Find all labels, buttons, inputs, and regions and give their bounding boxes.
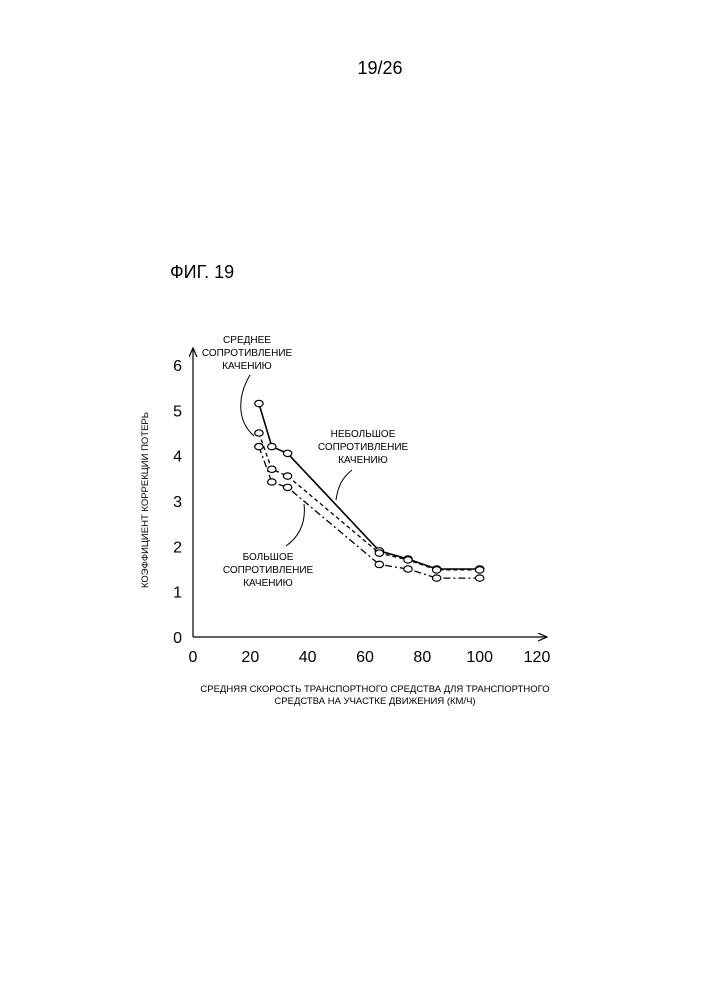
label-medium-line-1: СРЕДНЕЕ: [223, 335, 271, 346]
label-small-line-1: НЕБОЛЬШОЕ: [331, 429, 396, 440]
label-large-resistance: БОЛЬШОЕ СОПРОТИВЛЕНИЕ КАЧЕНИЮ: [223, 552, 314, 589]
x-tick-label: 20: [241, 649, 259, 666]
x-tick-label: 120: [524, 649, 551, 666]
label-large-line-1: БОЛЬШОЕ: [243, 552, 294, 563]
label-large-line-3: КАЧЕНИЮ: [243, 578, 293, 589]
data-point: [254, 442, 264, 451]
data-point: [431, 566, 442, 574]
leader-large: [285, 503, 305, 547]
data-point: [474, 566, 485, 574]
data-point: [403, 556, 413, 564]
data-point: [282, 472, 293, 480]
data-point: [267, 478, 277, 486]
label-medium-resistance: СРЕДНЕЕ СОПРОТИВЛЕНИЕ КАЧЕНИЮ: [202, 335, 293, 372]
data-point: [374, 549, 385, 557]
x-tick-label: 100: [466, 649, 493, 666]
data-point: [403, 565, 413, 573]
y-tick-label: 0: [173, 630, 182, 647]
data-point: [431, 574, 442, 582]
y-tick-label: 1: [173, 585, 182, 602]
data-point: [474, 574, 485, 582]
data-point: [282, 483, 293, 492]
page-number: 19/26: [357, 58, 403, 78]
series-points: [254, 399, 485, 582]
label-small-resistance: НЕБОЛЬШОЕ СОПРОТИВЛЕНИЕ КАЧЕНИЮ: [318, 429, 409, 466]
leader-small: [335, 469, 353, 501]
label-small-line-2: СОПРОТИВЛЕНИЕ: [318, 442, 409, 453]
data-point: [374, 560, 385, 569]
x-tick-label: 60: [356, 649, 374, 666]
data-point: [267, 442, 277, 451]
y-tick-label: 4: [173, 449, 182, 466]
leader-medium: [240, 374, 255, 437]
data-point: [282, 449, 293, 458]
label-medium-line-3: КАЧЕНИЮ: [222, 361, 272, 372]
x-axis-title-line-1: СРЕДНЯЯ СКОРОСТЬ ТРАНСПОРТНОГО СРЕДСТВА …: [200, 684, 549, 695]
data-point: [254, 399, 264, 408]
x-tick-label: 40: [299, 649, 317, 666]
label-large-line-2: СОПРОТИВЛЕНИЕ: [223, 565, 314, 576]
y-axis-title: КОЭФФИЦИЕНТ КОРРЕКЦИИ ПОТЕРЬ: [140, 412, 151, 588]
y-tick-label: 5: [173, 403, 182, 420]
y-tick-label: 6: [173, 358, 182, 375]
x-axis-title-line-2: СРЕДСТВА НА УЧАСТКЕ ДВИЖЕНИЯ (КМ/Ч): [274, 696, 475, 707]
y-tick-labels: 0 1 2 3 4 5 6: [173, 358, 182, 647]
label-small-line-3: КАЧЕНИЮ: [338, 455, 388, 466]
figure-label: ФИГ. 19: [170, 262, 235, 282]
label-medium-line-2: СОПРОТИВЛЕНИЕ: [202, 348, 293, 359]
x-tick-label: 0: [189, 649, 198, 666]
data-point: [254, 429, 264, 437]
y-tick-label: 3: [173, 494, 182, 511]
data-point: [267, 465, 277, 474]
x-tick-labels: 0 20 40 60 80 100 120: [189, 649, 551, 666]
x-tick-label: 80: [413, 649, 431, 666]
y-tick-label: 2: [173, 539, 182, 556]
